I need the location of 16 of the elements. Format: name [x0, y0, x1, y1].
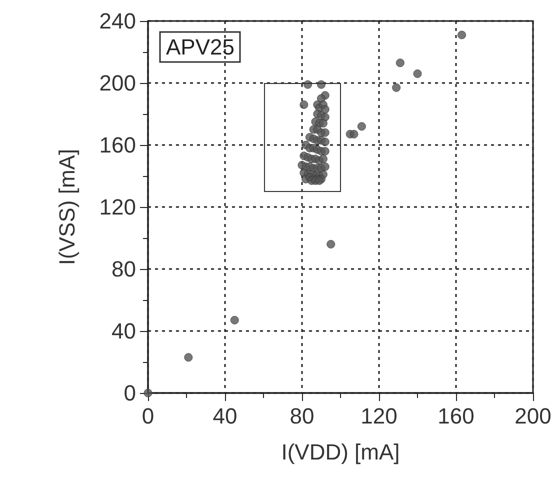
text: APV25 — [166, 34, 234, 60]
x-axis-title: I(VDD) [mA] — [281, 440, 400, 464]
y-tick-label: 80 — [112, 256, 136, 282]
y-tick-label: 240 — [99, 8, 136, 34]
x-tick-label: 200 — [514, 404, 552, 428]
y-tick-label: 40 — [112, 318, 136, 344]
y-tick-label: 0 — [124, 380, 136, 406]
y-tick-label: 200 — [99, 70, 136, 96]
x-tick-label: 120 — [360, 404, 398, 428]
x-tick-label: 160 — [438, 404, 474, 428]
x-tick-label: 40 — [212, 404, 238, 428]
y-tick-label: 120 — [99, 194, 136, 220]
x-tick-label: 0 — [142, 404, 154, 428]
y-tick-label: 160 — [99, 132, 136, 158]
x-tick-label: 80 — [290, 404, 314, 428]
y-axis-title: I(VSS) [mA] — [54, 148, 80, 266]
